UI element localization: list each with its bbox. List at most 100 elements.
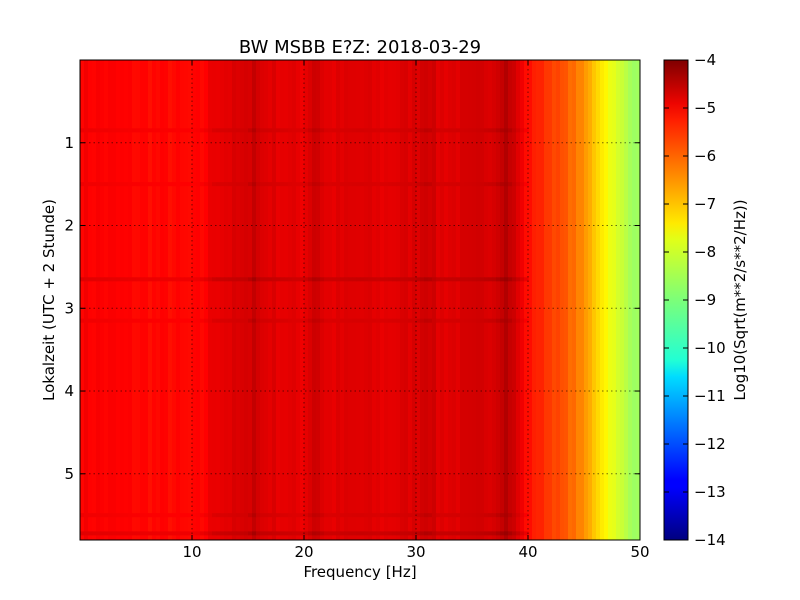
chart-title: BW MSBB E?Z: 2018-03-29 (239, 37, 481, 58)
heatmap-band (396, 513, 401, 518)
colorbar-tick-label: −11 (694, 387, 726, 405)
heatmap-band (180, 128, 185, 133)
heatmap-band (192, 513, 197, 518)
heatmap-column (284, 60, 289, 540)
heatmap-band (264, 531, 269, 536)
heatmap-column (456, 60, 461, 540)
heatmap-band (228, 128, 233, 133)
heatmap-band (236, 513, 241, 518)
heatmap-band (424, 277, 429, 282)
heatmap-band (488, 513, 493, 518)
heatmap-band (256, 128, 261, 133)
heatmap-band (296, 182, 301, 187)
heatmap-band (84, 277, 89, 282)
heatmap-band (336, 128, 341, 133)
heatmap-band (352, 128, 357, 133)
heatmap-band (172, 182, 177, 187)
heatmap-band (120, 318, 125, 323)
heatmap-band (296, 513, 301, 518)
heatmap-band (272, 128, 277, 133)
heatmap-band (512, 128, 517, 133)
heatmap-band (352, 182, 357, 187)
heatmap-column (428, 60, 433, 540)
heatmap-band (352, 318, 357, 323)
heatmap-band (152, 531, 157, 536)
heatmap-band (232, 531, 237, 536)
heatmap-band (184, 318, 189, 323)
heatmap-band (100, 318, 105, 323)
heatmap-column (248, 60, 253, 540)
heatmap-band (100, 531, 105, 536)
heatmap-band (212, 182, 217, 187)
heatmap-band (332, 277, 337, 282)
y-tick-label: 1 (64, 134, 74, 152)
heatmap-band (100, 182, 105, 187)
heatmap-band (168, 277, 173, 282)
heatmap-band (112, 277, 117, 282)
heatmap-band (384, 531, 389, 536)
heatmap-column (364, 60, 369, 540)
heatmap-band (472, 277, 477, 282)
heatmap-column (176, 60, 181, 540)
heatmap-band (444, 182, 449, 187)
heatmap-band (356, 128, 361, 133)
heatmap-band (248, 277, 253, 282)
heatmap-column (272, 60, 277, 540)
heatmap-column (140, 60, 145, 540)
heatmap-band (80, 277, 85, 282)
heatmap-band (464, 128, 469, 133)
heatmap-band (388, 531, 393, 536)
heatmap-band (144, 318, 149, 323)
heatmap-band (204, 128, 209, 133)
heatmap-band (124, 277, 129, 282)
heatmap-band (88, 531, 93, 536)
heatmap-band (156, 318, 161, 323)
heatmap-band (88, 277, 93, 282)
heatmap-band (136, 513, 141, 518)
heatmap-band (200, 128, 205, 133)
heatmap-band (332, 531, 337, 536)
heatmap-band (464, 318, 469, 323)
heatmap-band (200, 531, 205, 536)
heatmap-column (296, 60, 301, 540)
heatmap-band (424, 513, 429, 518)
heatmap-column (380, 60, 385, 540)
heatmap-column (620, 60, 625, 540)
heatmap-band (92, 513, 97, 518)
heatmap-column (260, 60, 265, 540)
x-axis: 10 20 30 40 50 (182, 60, 650, 561)
heatmap-column (292, 60, 297, 540)
heatmap-band (236, 318, 241, 323)
heatmap-band (208, 182, 213, 187)
heatmap-band (248, 128, 253, 133)
heatmap-column (204, 60, 209, 540)
heatmap-column (136, 60, 141, 540)
heatmap-band (432, 182, 437, 187)
heatmap-band (412, 531, 417, 536)
heatmap-band (432, 513, 437, 518)
heatmap-band (304, 531, 309, 536)
heatmap-band (416, 318, 421, 323)
heatmap-band (132, 318, 137, 323)
heatmap-band (508, 513, 513, 518)
heatmap-band (144, 513, 149, 518)
y-tick-label: 3 (64, 299, 74, 317)
heatmap-band (480, 531, 485, 536)
heatmap-band (176, 128, 181, 133)
heatmap-band (340, 128, 345, 133)
heatmap-band (164, 513, 169, 518)
heatmap-band (512, 182, 517, 187)
heatmap-band (352, 277, 357, 282)
heatmap-band (196, 531, 201, 536)
heatmap-band (224, 182, 229, 187)
heatmap-band (124, 182, 129, 187)
heatmap-band (380, 513, 385, 518)
heatmap-band (416, 182, 421, 187)
heatmap-band (432, 277, 437, 282)
heatmap-band (260, 277, 265, 282)
heatmap-band (156, 531, 161, 536)
heatmap-band (500, 182, 505, 187)
heatmap-column (228, 60, 233, 540)
heatmap-band (380, 277, 385, 282)
heatmap-band (408, 318, 413, 323)
